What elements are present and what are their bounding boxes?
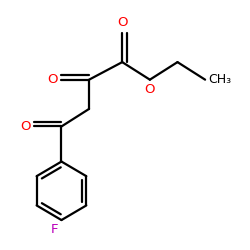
Text: O: O bbox=[20, 120, 30, 133]
Text: F: F bbox=[51, 223, 58, 236]
Text: O: O bbox=[144, 83, 155, 96]
Text: CH₃: CH₃ bbox=[208, 73, 232, 86]
Text: O: O bbox=[48, 73, 58, 86]
Text: O: O bbox=[117, 16, 128, 29]
